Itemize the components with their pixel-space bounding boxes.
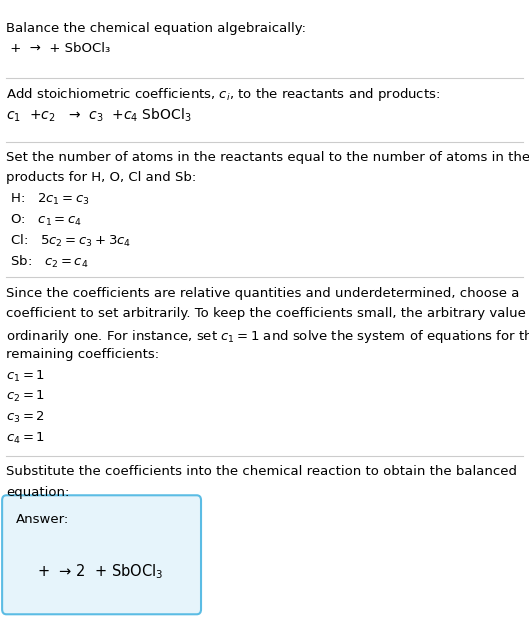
Text: $c_3 = 2$: $c_3 = 2$ [6,410,45,425]
Text: products for H, O, Cl and Sb:: products for H, O, Cl and Sb: [6,171,197,184]
Text: remaining coefficients:: remaining coefficients: [6,348,159,361]
Text: Substitute the coefficients into the chemical reaction to obtain the balanced: Substitute the coefficients into the che… [6,465,517,478]
Text: $c_4 = 1$: $c_4 = 1$ [6,430,45,445]
Text: Since the coefficients are relative quantities and underdetermined, choose a: Since the coefficients are relative quan… [6,287,519,300]
Text: Cl:   $5 c_2 = c_3 + 3 c_4$: Cl: $5 c_2 = c_3 + 3 c_4$ [6,233,132,249]
Text: +  →  + SbOCl₃: + → + SbOCl₃ [6,42,111,55]
Text: coefficient to set arbitrarily. To keep the coefficients small, the arbitrary va: coefficient to set arbitrarily. To keep … [6,307,529,320]
Text: H:   $2 c_1 = c_3$: H: $2 c_1 = c_3$ [6,192,90,207]
Text: $c_2 = 1$: $c_2 = 1$ [6,389,45,404]
Text: Add stoichiometric coefficients, $c_i$, to the reactants and products:: Add stoichiometric coefficients, $c_i$, … [6,86,441,103]
Text: +  → 2  + SbOCl$_3$: + → 2 + SbOCl$_3$ [28,563,163,581]
Text: $c_1$  +$c_2$   →  $c_3$  +$c_4$ SbOCl$_3$: $c_1$ +$c_2$ → $c_3$ +$c_4$ SbOCl$_3$ [6,107,191,124]
Text: ordinarily one. For instance, set $c_1 = 1$ and solve the system of equations fo: ordinarily one. For instance, set $c_1 =… [6,328,529,345]
Text: Sb:   $c_2 = c_4$: Sb: $c_2 = c_4$ [6,254,89,270]
FancyBboxPatch shape [2,495,201,614]
Text: Answer:: Answer: [16,513,69,526]
Text: Balance the chemical equation algebraically:: Balance the chemical equation algebraica… [6,22,306,35]
Text: equation:: equation: [6,486,70,499]
Text: $c_1 = 1$: $c_1 = 1$ [6,369,45,384]
Text: Set the number of atoms in the reactants equal to the number of atoms in the: Set the number of atoms in the reactants… [6,151,529,164]
Text: O:   $c_1 = c_4$: O: $c_1 = c_4$ [6,212,83,227]
